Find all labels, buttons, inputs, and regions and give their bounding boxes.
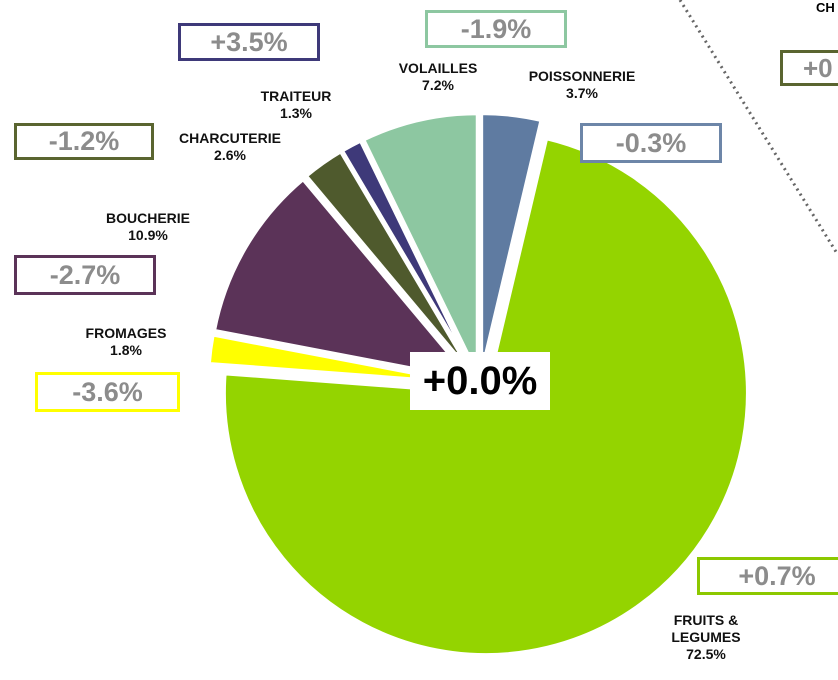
slice-label: VOLAILLES 7.2%: [399, 60, 478, 94]
change-label: +3.5%: [178, 23, 320, 61]
value-label: 3.7%: [566, 85, 598, 101]
value-label: 2.6%: [214, 147, 246, 163]
slice-label: FRUITS & LEGUMES 72.5%: [661, 612, 751, 663]
value-label: 7.2%: [422, 77, 454, 93]
category-label: BOUCHERIE: [105, 210, 191, 226]
pie-slice: [211, 176, 477, 383]
divider-dotted: [678, 0, 838, 256]
change-label: +0.7%: [697, 557, 838, 595]
category-label: TRAITEUR: [260, 88, 332, 104]
slice-label: CHARCUTERIE 2.6%: [179, 130, 281, 164]
change-label: -2.7%: [14, 255, 156, 295]
category-label: FRUITS & LEGUMES: [671, 612, 741, 645]
category-label: VOLAILLES: [398, 60, 478, 76]
slice-label: POISSONNERIE 3.7%: [529, 68, 636, 102]
category-label: POISSONNERIE: [528, 68, 636, 84]
pie-slice: [339, 137, 478, 378]
offpage-box: +0: [780, 50, 838, 86]
value-label: 1.8%: [110, 342, 142, 358]
slice-label: FROMAGES 1.8%: [86, 325, 167, 359]
pie-slice: [360, 111, 480, 377]
value-label: 1.3%: [280, 105, 312, 121]
slice-label: BOUCHERIE 10.9%: [106, 210, 190, 244]
pie-slice: [479, 111, 544, 376]
center-label: +0.0%: [410, 352, 550, 410]
offpage-label: CH: [816, 0, 835, 15]
change-label: -3.6%: [35, 372, 180, 412]
value-label: 10.9%: [128, 227, 168, 243]
category-label: CHARCUTERIE: [179, 130, 281, 146]
change-label: -1.9%: [425, 10, 567, 48]
change-label: -1.2%: [14, 123, 154, 160]
value-label: 72.5%: [686, 646, 726, 662]
category-label: FROMAGES: [85, 325, 167, 341]
slice-label: TRAITEUR 1.3%: [261, 88, 332, 122]
change-label: -0.3%: [580, 123, 722, 163]
pie-slice: [206, 332, 471, 386]
